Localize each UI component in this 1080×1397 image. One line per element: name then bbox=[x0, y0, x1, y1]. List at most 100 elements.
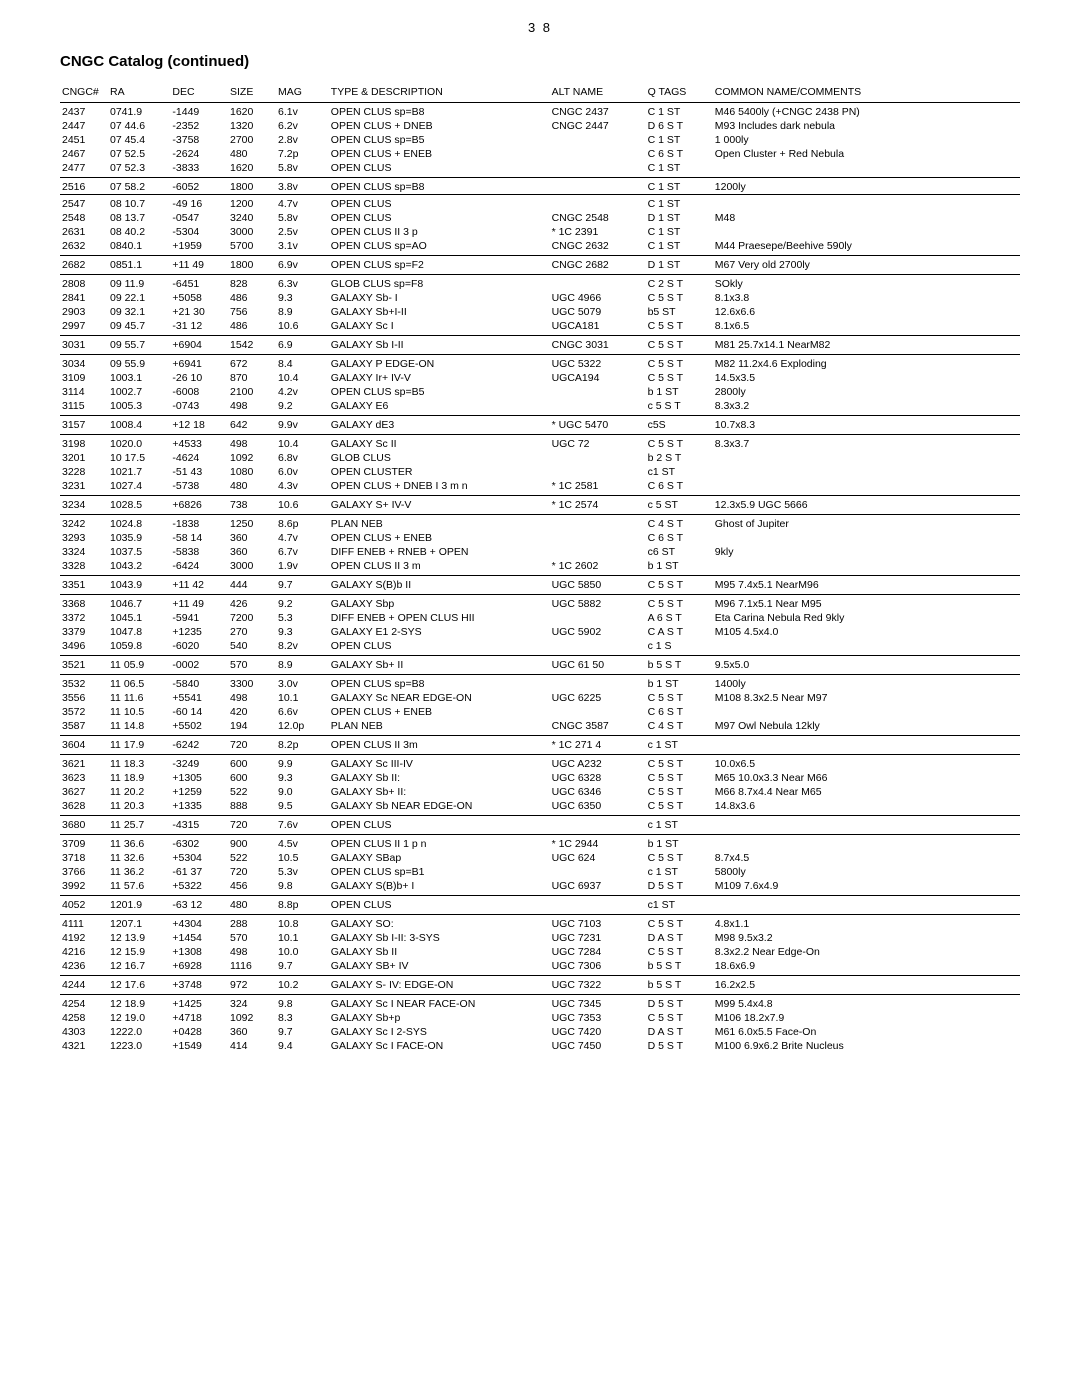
table-cell: 11 11.6 bbox=[108, 691, 170, 705]
table-cell: 486 bbox=[228, 319, 276, 336]
table-cell: 600 bbox=[228, 755, 276, 772]
table-cell: CNGC 2682 bbox=[550, 256, 646, 275]
table-cell: -6008 bbox=[170, 385, 228, 399]
table-cell: 14.8x3.6 bbox=[713, 799, 1020, 816]
table-cell: GALAXY SO: bbox=[329, 915, 550, 932]
table-cell: 1046.7 bbox=[108, 595, 170, 612]
table-row: 399211 57.6+53224569.8GALAXY S(B)b+ IUGC… bbox=[60, 879, 1020, 896]
table-cell: UGC 7420 bbox=[550, 1025, 646, 1039]
table-cell bbox=[713, 465, 1020, 479]
table-cell: +1454 bbox=[170, 931, 228, 945]
col-altname: ALT NAME bbox=[550, 84, 646, 103]
table-cell: 2467 bbox=[60, 147, 108, 161]
table-cell: 10.8 bbox=[276, 915, 329, 932]
table-row: 31981020.0+453349810.4GALAXY Sc IIUGC 72… bbox=[60, 435, 1020, 452]
table-cell: 2841 bbox=[60, 291, 108, 305]
table-cell: 570 bbox=[228, 656, 276, 675]
table-cell: +1235 bbox=[170, 625, 228, 639]
table-cell: M67 Very old 2700ly bbox=[713, 256, 1020, 275]
table-row: 41111207.1+430428810.8GALAXY SO:UGC 7103… bbox=[60, 915, 1020, 932]
table-cell: 3556 bbox=[60, 691, 108, 705]
table-cell: +4304 bbox=[170, 915, 228, 932]
table-cell: 3709 bbox=[60, 835, 108, 852]
table-cell: 1207.1 bbox=[108, 915, 170, 932]
table-cell: OPEN CLUS II 3 m bbox=[329, 559, 550, 576]
table-cell: OPEN CLUS + ENEB bbox=[329, 531, 550, 545]
table-row: 352111 05.9-00025708.9GALAXY Sb+ IIUGC 6… bbox=[60, 656, 1020, 675]
table-cell: GALAXY E6 bbox=[329, 399, 550, 416]
table-cell: 456 bbox=[228, 879, 276, 896]
table-cell: C 6 S T bbox=[646, 531, 713, 545]
table-row: 284109 22.1+50584869.3GALAXY Sb- IUGC 49… bbox=[60, 291, 1020, 305]
table-cell: 10.6 bbox=[276, 319, 329, 336]
table-cell: 10.6 bbox=[276, 496, 329, 515]
table-cell: GALAXY Sc I bbox=[329, 319, 550, 336]
table-cell: c 1 S bbox=[646, 639, 713, 656]
table-cell bbox=[713, 195, 1020, 212]
table-cell: 8.3 bbox=[276, 1011, 329, 1025]
table-cell: UGC 7345 bbox=[550, 995, 646, 1012]
table-cell: 12 13.9 bbox=[108, 931, 170, 945]
table-cell: UGC 7284 bbox=[550, 945, 646, 959]
table-cell: 16.2x2.5 bbox=[713, 976, 1020, 995]
table-cell: 0851.1 bbox=[108, 256, 170, 275]
table-cell: 8.6p bbox=[276, 515, 329, 532]
table-cell: 522 bbox=[228, 851, 276, 865]
table-cell: 870 bbox=[228, 371, 276, 385]
table-cell: 3.8v bbox=[276, 178, 329, 195]
table-cell: C 5 S T bbox=[646, 576, 713, 595]
table-cell: 3718 bbox=[60, 851, 108, 865]
table-row: 425812 19.0+471810928.3GALAXY Sb+pUGC 73… bbox=[60, 1011, 1020, 1025]
table-cell: 9.8 bbox=[276, 995, 329, 1012]
table-cell: OPEN CLUS bbox=[329, 896, 550, 915]
table-cell: 12 15.9 bbox=[108, 945, 170, 959]
table-cell: +1308 bbox=[170, 945, 228, 959]
table-row: 32421024.8-183812508.6pPLAN NEBC 4 S TGh… bbox=[60, 515, 1020, 532]
table-cell: C 5 S T bbox=[646, 319, 713, 336]
table-cell: c 1 ST bbox=[646, 865, 713, 879]
table-cell: 3521 bbox=[60, 656, 108, 675]
table-cell: 11 14.8 bbox=[108, 719, 170, 736]
table-cell: 498 bbox=[228, 945, 276, 959]
table-cell: GALAXY SB+ IV bbox=[329, 959, 550, 976]
table-row: 320110 17.5-462410926.8vGLOB CLUSb 2 S T bbox=[60, 451, 1020, 465]
table-cell: b 1 ST bbox=[646, 385, 713, 399]
table-cell bbox=[550, 465, 646, 479]
table-row: 32341028.5+682673810.6GALAXY S+ IV-V* 1C… bbox=[60, 496, 1020, 515]
table-cell: C 5 S T bbox=[646, 785, 713, 799]
table-cell: +5541 bbox=[170, 691, 228, 705]
table-cell: OPEN CLUS sp=B8 bbox=[329, 675, 550, 692]
table-cell: GALAXY P EDGE-ON bbox=[329, 355, 550, 372]
table-cell: M100 6.9x6.2 Brite Nucleus bbox=[713, 1039, 1020, 1053]
table-row: 423612 16.7+692811169.7GALAXY SB+ IVUGC … bbox=[60, 959, 1020, 976]
table-cell bbox=[550, 816, 646, 835]
table-cell: 8.2v bbox=[276, 639, 329, 656]
table-cell: 4.5v bbox=[276, 835, 329, 852]
table-cell: 1005.3 bbox=[108, 399, 170, 416]
table-cell: GALAXY S(B)b+ I bbox=[329, 879, 550, 896]
table-cell: * 1C 2944 bbox=[550, 835, 646, 852]
table-row: 247707 52.3-383316205.8vOPEN CLUSC 1 ST bbox=[60, 161, 1020, 178]
table-cell: 3496 bbox=[60, 639, 108, 656]
table-cell bbox=[550, 865, 646, 879]
table-cell: 828 bbox=[228, 275, 276, 292]
table-cell: 08 10.7 bbox=[108, 195, 170, 212]
table-cell: 4303 bbox=[60, 1025, 108, 1039]
table-cell: 2.8v bbox=[276, 133, 329, 147]
table-cell: 3379 bbox=[60, 625, 108, 639]
table-cell: 4321 bbox=[60, 1039, 108, 1053]
table-cell bbox=[713, 559, 1020, 576]
table-cell: 444 bbox=[228, 576, 276, 595]
table-cell: OPEN CLUS sp=B5 bbox=[329, 133, 550, 147]
table-cell: 498 bbox=[228, 399, 276, 416]
table-cell: M48 bbox=[713, 211, 1020, 225]
table-row: 353211 06.5-584033003.0vOPEN CLUS sp=B8b… bbox=[60, 675, 1020, 692]
table-cell: 09 32.1 bbox=[108, 305, 170, 319]
table-cell: 9.8 bbox=[276, 879, 329, 896]
table-cell: 4192 bbox=[60, 931, 108, 945]
table-cell: 10.1 bbox=[276, 931, 329, 945]
table-cell: 900 bbox=[228, 835, 276, 852]
table-cell: b 1 ST bbox=[646, 835, 713, 852]
table-cell: +1959 bbox=[170, 239, 228, 256]
table-cell: C 1 ST bbox=[646, 178, 713, 195]
